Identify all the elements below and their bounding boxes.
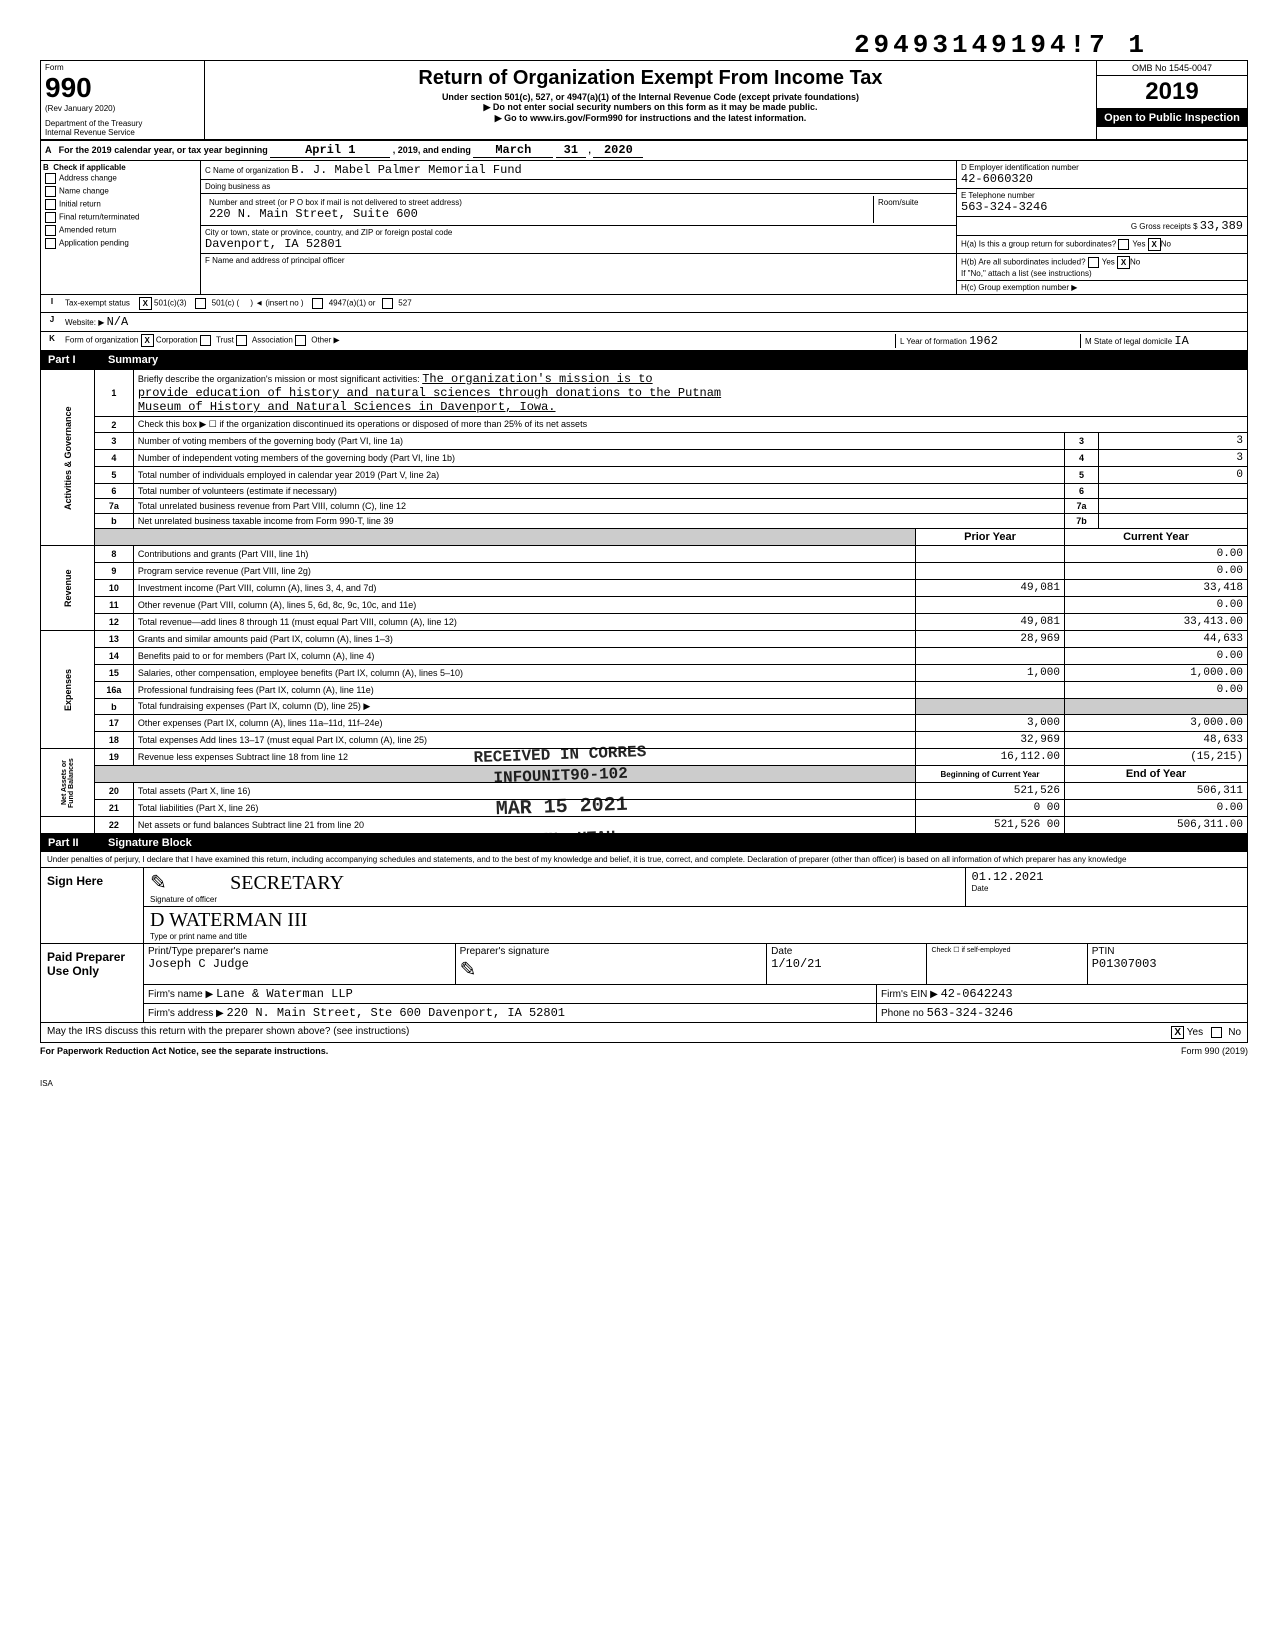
gross: 33,389 — [1200, 219, 1243, 233]
form-subtitle: Under section 501(c), 527, or 4947(a)(1)… — [209, 92, 1092, 102]
form-number: 990 — [45, 72, 200, 104]
col-c-org: C Name of organization B. J. Mabel Palme… — [201, 161, 957, 294]
preparer-name: Joseph C Judge — [148, 957, 249, 971]
col-defg: D Employer identification number42-60603… — [957, 161, 1247, 294]
received-stamp: RECEIVED IN CORRES INFOUNIT90-102 MAR 15… — [473, 742, 649, 852]
ssn-note: ▶ Do not enter social security numbers o… — [209, 102, 1092, 113]
form-title: Return of Organization Exempt From Incom… — [209, 67, 1092, 90]
ein: 42-6060320 — [961, 172, 1033, 186]
exp-label: Expenses — [41, 631, 95, 749]
row-i: I Tax-exempt status X 501(c)(3) 501(c) (… — [40, 295, 1248, 313]
dln-number: 29493149194!7 1 — [40, 30, 1248, 60]
preparer-label: Paid Preparer Use Only — [41, 944, 144, 1022]
city: Davenport, IA 52801 — [205, 237, 342, 251]
irs: Internal Revenue Service — [45, 128, 200, 137]
goto-link: ▶ Go to www.irs.gov/Form990 for instruct… — [209, 113, 1092, 124]
phone: 563-324-3246 — [961, 200, 1047, 214]
net-label: Net Assets orFund Balances — [41, 749, 95, 817]
form-header: Form 990 (Rev January 2020) Department o… — [40, 60, 1248, 141]
line-a: A For the 2019 calendar year, or tax yea… — [40, 141, 1248, 161]
rev-label: Revenue — [41, 546, 95, 631]
gov-label: Activities & Governance — [41, 370, 95, 546]
form-rev: (Rev January 2020) — [45, 104, 200, 113]
perjury-disclaimer: Under penalties of perjury, I declare th… — [41, 852, 1247, 868]
part-1-header: Part ISummary — [40, 351, 1248, 369]
signature-block: Under penalties of perjury, I declare th… — [40, 852, 1248, 1043]
officer-name: D WATERMAN III — [150, 909, 307, 931]
row-k: K Form of organization X Corporation Tru… — [40, 332, 1248, 351]
row-j: J Website: ▶ N/A — [40, 313, 1248, 332]
officer-sig: ✎ — [150, 872, 217, 894]
col-b-checks: B Check if applicable Address change Nam… — [41, 161, 201, 294]
open-public: Open to Public Inspection — [1097, 109, 1247, 127]
street: 220 N. Main Street, Suite 600 — [209, 207, 418, 221]
org-name: B. J. Mabel Palmer Memorial Fund — [291, 163, 521, 177]
footer: For Paperwork Reduction Act Notice, see … — [40, 1043, 1248, 1059]
dept: Department of the Treasury — [45, 119, 200, 128]
sign-date: 01.12.2021 — [972, 870, 1044, 884]
sign-here-label: Sign Here — [41, 868, 144, 943]
discuss-q: May the IRS discuss this return with the… — [47, 1026, 409, 1039]
omb: OMB No 1545-0047 — [1097, 61, 1247, 76]
isa: ISA — [40, 1079, 1248, 1088]
